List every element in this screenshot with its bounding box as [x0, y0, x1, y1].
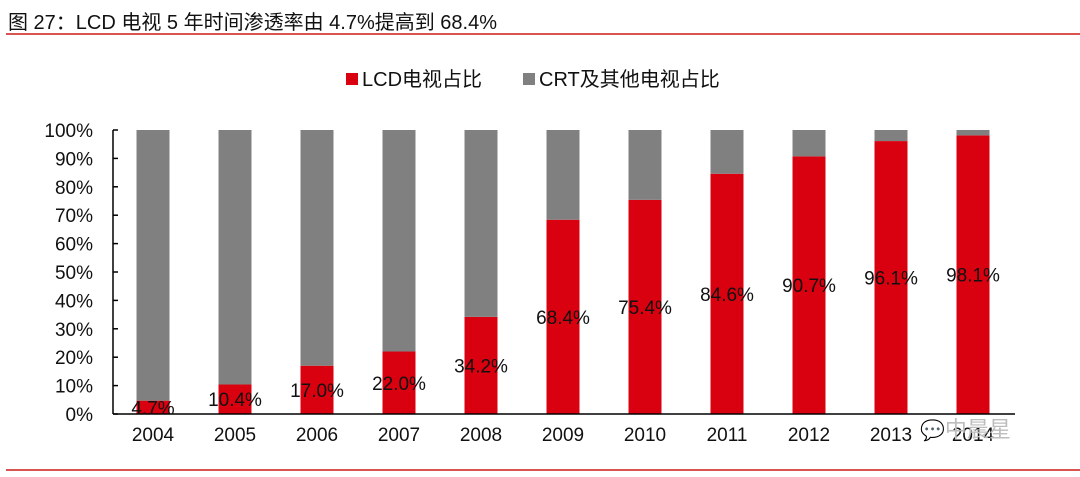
bar-lcd-2014: [956, 135, 990, 414]
x-tick-label-2013: 2013: [870, 425, 912, 446]
data-label-2011: 84.6%: [700, 285, 754, 306]
data-label-2005: 10.4%: [208, 390, 262, 411]
y-tick-label: 0%: [66, 405, 94, 426]
y-tick-label: 10%: [55, 377, 93, 398]
data-label-2014: 98.1%: [946, 266, 1000, 287]
bar-lcd-2013: [874, 141, 908, 415]
data-labels: 4.7% 10.4% 17.0% 22.0% 34.2% 68.4% 75.4% 84.6% 9…: [131, 266, 1000, 420]
wechat-icon: 💬: [920, 420, 945, 442]
x-tick-label-2005: 2005: [214, 425, 256, 446]
bar-lcd-2012: [792, 156, 826, 415]
x-tick-label-2006: 2006: [296, 425, 338, 446]
bar-lcd-2008: [464, 316, 498, 414]
bar-lcd-2010: [628, 199, 662, 414]
y-tick-label: 40%: [55, 291, 93, 312]
x-tick-label-2004: 2004: [132, 425, 175, 446]
data-label-2009: 68.4%: [536, 308, 590, 329]
bar-lcd-2005: [218, 384, 252, 414]
legend-swatch-1: [523, 73, 535, 85]
x-tick-label-2008: 2008: [460, 425, 502, 446]
data-label-2007: 22.0%: [372, 374, 426, 395]
legend-label-0: LCD电视占比: [362, 68, 482, 91]
bar-crt-2005: [218, 130, 252, 385]
data-label-2010: 75.4%: [618, 298, 672, 319]
x-tick-label-2010: 2010: [624, 425, 666, 446]
y-tick-label: 20%: [55, 348, 93, 369]
bar-crt-2011: [710, 130, 744, 174]
bar-crt-2007: [382, 130, 416, 352]
y-tick-label: 30%: [55, 320, 93, 341]
bar-crt-2014: [956, 130, 990, 136]
title-divider: [6, 33, 1080, 35]
y-tick-label: 70%: [55, 206, 93, 227]
data-label-2013: 96.1%: [864, 269, 918, 290]
x-tick-label-2009: 2009: [542, 425, 584, 446]
bar-crt-2006: [300, 130, 334, 366]
bottom-divider: [6, 469, 1080, 471]
y-tick-label: 90%: [55, 149, 93, 170]
data-label-2012: 90.7%: [782, 276, 836, 297]
legend-swatch-0: [346, 73, 358, 85]
x-tick-label-2011: 2011: [707, 425, 748, 446]
x-tick-label-2014: 2014: [952, 425, 995, 446]
y-tick-label: 60%: [55, 235, 93, 256]
legend: LCD电视占比 CRT及其他电视占比: [346, 68, 720, 91]
y-tick-label: 100%: [44, 121, 93, 142]
watermark-text: 中晨星: [944, 417, 1011, 442]
bar-lcd-2006: [300, 365, 334, 414]
bar-crt-2013: [874, 130, 908, 142]
bar-lcd-2011: [710, 173, 744, 414]
x-axis: 2004 2005 2006 2007 2008 2009 2010 2011 2012 2013…: [113, 413, 1015, 446]
legend-label-1: CRT及其他电视占比: [539, 68, 720, 91]
bar-lcd-2004: [136, 400, 170, 414]
bar-crt-2009: [546, 130, 580, 220]
bar-crt-2004: [136, 130, 170, 401]
data-label-2006: 17.0%: [290, 381, 344, 402]
data-label-2008: 34.2%: [454, 356, 508, 377]
y-tick-label: 50%: [55, 263, 93, 284]
y-tick-label: 80%: [55, 178, 93, 199]
data-label-2004: 4.7%: [131, 398, 174, 419]
x-tick-label-2012: 2012: [788, 425, 830, 446]
figure-title: 图 27：LCD 电视 5 年时间渗透率由 4.7%提高到 68.4%: [8, 12, 498, 34]
bar-crt-2012: [792, 130, 826, 157]
bars: [136, 130, 990, 415]
y-axis: 0% 10% 20% 30% 40% 50% 60% 70% 80% 90% 100%: [44, 121, 118, 426]
bar-lcd-2009: [546, 219, 580, 414]
x-tick-label-2007: 2007: [378, 425, 420, 446]
bar-crt-2008: [464, 130, 498, 317]
watermark: 💬中晨星: [920, 412, 1011, 444]
bar-lcd-2007: [382, 351, 416, 414]
bar-crt-2010: [628, 130, 662, 200]
